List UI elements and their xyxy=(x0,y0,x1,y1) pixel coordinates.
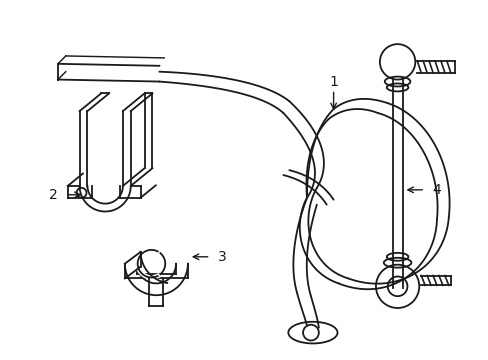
Text: 2: 2 xyxy=(48,188,57,202)
Text: 4: 4 xyxy=(432,183,441,197)
Text: 1: 1 xyxy=(328,75,337,89)
Text: 3: 3 xyxy=(218,250,226,264)
